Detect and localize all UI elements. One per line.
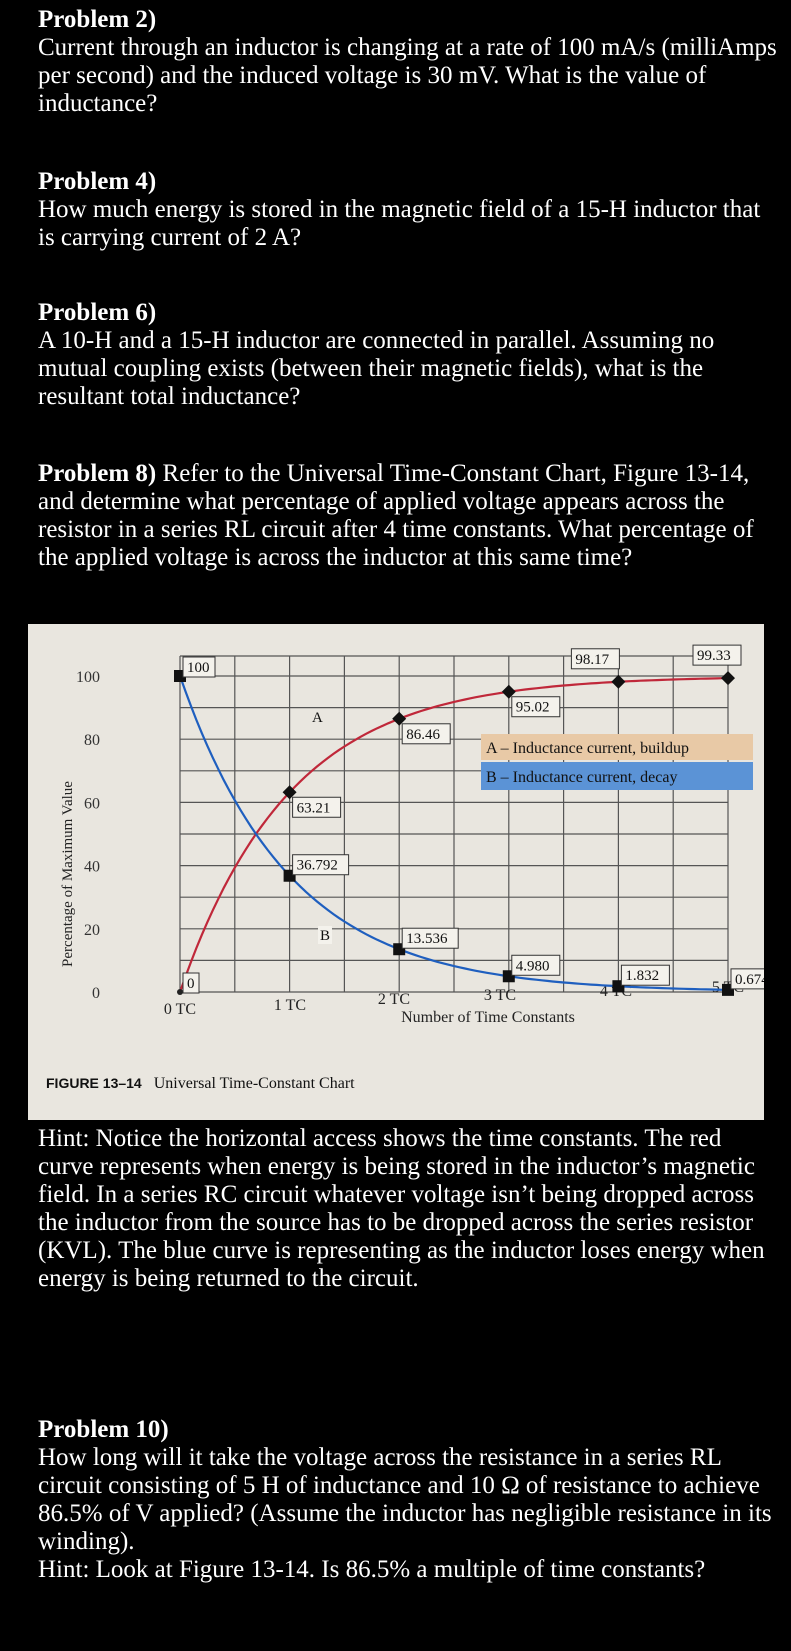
- data-label: 4.980: [516, 958, 550, 974]
- problem-2-heading: Problem 2): [38, 6, 157, 33]
- y-tick-label: 20: [84, 922, 100, 939]
- curve-label-b-box: [318, 926, 332, 944]
- legend-decay-swatch: [481, 762, 753, 790]
- problem-10-heading: Problem 10): [38, 1416, 169, 1443]
- decay-curve: [178, 675, 729, 991]
- time-constant-chart-figure: 020406080100120Percentage of Maximum Val…: [28, 624, 764, 1120]
- x-tick-label: 2 TC: [378, 991, 410, 1008]
- problem-8-hint: Hint: Notice the horizontal access shows…: [38, 1125, 778, 1293]
- data-label: 36.792: [297, 858, 338, 874]
- data-point: [282, 785, 297, 800]
- problem-8-body: Refer to the Universal Time-Constant Cha…: [38, 460, 754, 571]
- data-label: 1.832: [625, 968, 659, 984]
- problem-4-heading: Problem 4): [38, 168, 157, 195]
- chart-background: [28, 624, 764, 1120]
- data-label-box: [570, 648, 620, 670]
- y-tick-label: 100: [76, 669, 100, 686]
- figure-caption-text: Universal Time-Constant Chart: [154, 1075, 355, 1092]
- data-point: [611, 674, 626, 689]
- y-axis-label: Percentage of Maximum Value: [60, 781, 76, 967]
- data-label-box: [692, 644, 742, 666]
- data-label: 86.46: [406, 727, 440, 743]
- curve-label-b: B: [320, 928, 330, 944]
- data-label: 100: [187, 660, 210, 676]
- data-label-box: [511, 954, 561, 976]
- problem-10-body: How long will it take the voltage across…: [38, 1444, 772, 1555]
- figure-caption-label: FIGURE 13–14: [46, 1075, 142, 1091]
- data-point: [177, 989, 183, 995]
- data-label: 95.02: [516, 700, 550, 716]
- problem-2: Problem 2) Current through an inductor i…: [38, 6, 778, 118]
- problem-6: Problem 6) A 10-H and a 15-H inductor ar…: [38, 299, 778, 411]
- data-label: 13.536: [406, 931, 448, 947]
- x-tick-label: 0 TC: [164, 1001, 196, 1018]
- buildup-curve: [178, 677, 729, 993]
- curve-label-a: A: [312, 710, 323, 726]
- data-label-box: [292, 796, 342, 818]
- data-label-box: [511, 696, 561, 718]
- data-label: 98.17: [575, 652, 609, 668]
- data-label-box: [730, 968, 764, 990]
- data-point: [721, 671, 735, 686]
- problem-8-heading: Problem 8): [38, 460, 157, 487]
- legend-decay-label: B – Inductance current, decay: [486, 769, 677, 786]
- problem-6-body: A 10-H and a 15-H inductor are connected…: [38, 327, 715, 410]
- legend-buildup-label: A – Inductance current, buildup: [486, 740, 689, 757]
- problem-6-heading: Problem 6): [38, 299, 157, 326]
- y-tick-label: 0: [92, 985, 100, 1002]
- y-tick-label: 60: [84, 795, 100, 812]
- figure-caption: FIGURE 13–14 Universal Time-Constant Char…: [46, 1075, 355, 1092]
- data-label-box: [401, 723, 451, 745]
- data-label: 0.674: [735, 972, 764, 988]
- data-label-box: [401, 927, 459, 949]
- problem-4-body: How much energy is stored in the magneti…: [38, 196, 761, 251]
- y-tick-label: 40: [84, 859, 100, 876]
- problem-2-body: Current through an inductor is changing …: [38, 34, 777, 117]
- y-tick-label: 80: [84, 732, 100, 749]
- problem-8-hint-text: Hint: Notice the horizontal access shows…: [38, 1125, 765, 1292]
- data-label: 0: [187, 976, 195, 992]
- data-label: 99.33: [697, 648, 731, 664]
- data-point: [392, 711, 407, 726]
- data-label-box: [292, 854, 350, 876]
- problem-8: Problem 8) Refer to the Universal Time-C…: [38, 460, 778, 572]
- data-label-box: [182, 972, 200, 994]
- data-label-box: [182, 656, 216, 678]
- problem-10-hint: Hint: Look at Figure 13-14. Is 86.5% a m…: [38, 1556, 706, 1583]
- x-tick-label: 3 TC: [484, 987, 516, 1004]
- data-point: [501, 684, 516, 699]
- x-axis-label: Number of Time Constants: [401, 1009, 575, 1026]
- data-label: 63.21: [297, 800, 331, 816]
- data-label-box: [620, 964, 670, 986]
- time-constant-chart: 020406080100120Percentage of Maximum Val…: [28, 624, 764, 1120]
- x-tick-label: 1 TC: [274, 997, 306, 1014]
- legend-buildup-swatch: [481, 734, 753, 760]
- problem-10: Problem 10) How long will it take the vo…: [38, 1416, 778, 1584]
- problem-4: Problem 4) How much energy is stored in …: [38, 168, 778, 252]
